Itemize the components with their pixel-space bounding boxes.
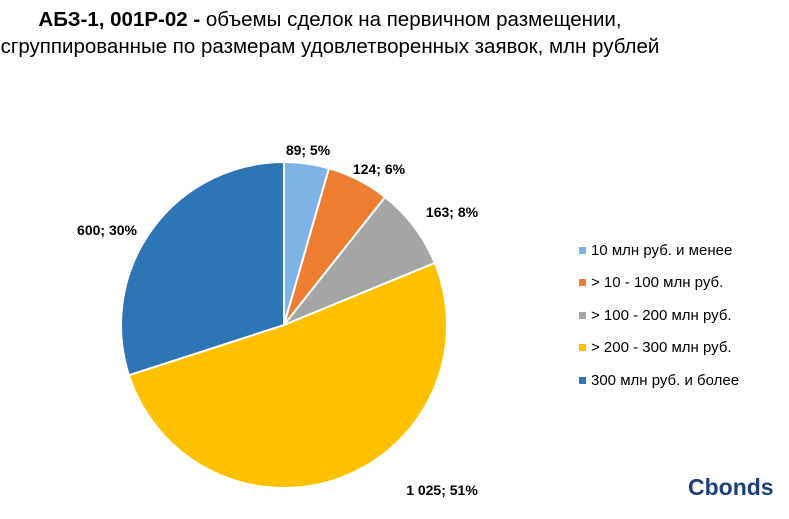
- legend-item: 10 млн руб. и менее: [579, 234, 739, 267]
- data-label: 163; 8%: [426, 204, 479, 220]
- pie-slice: [120, 160, 285, 377]
- legend-item: 300 млн руб. и более: [579, 364, 739, 397]
- legend-label: > 200 - 300 млн руб.: [591, 339, 732, 357]
- chart-title-bold: АБЗ-1, 001P-02 -: [38, 8, 201, 31]
- data-label: 1 025; 51%: [406, 482, 478, 498]
- legend-label: 300 млн руб. и более: [591, 371, 740, 389]
- data-label: 600; 30%: [77, 222, 137, 238]
- legend-swatch: [579, 246, 586, 254]
- pie-slice: [127, 261, 449, 489]
- legend-label: > 100 - 200 млн руб.: [591, 306, 732, 324]
- legend-item: > 10 - 100 млн руб.: [579, 267, 739, 300]
- data-label: 89; 5%: [286, 142, 331, 158]
- data-label: 124; 6%: [353, 161, 406, 177]
- legend-swatch: [579, 376, 586, 384]
- legend-swatch: [579, 279, 586, 287]
- cbonds-logo: Cbonds: [688, 474, 774, 500]
- legend-label: > 10 - 100 млн руб.: [591, 274, 724, 292]
- chart-title: АБЗ-1, 001P-02 - объемы сделок на первич…: [0, 6, 660, 60]
- legend-item: > 200 - 300 млн руб.: [579, 332, 739, 365]
- legend-swatch: [579, 311, 586, 319]
- legend: 10 млн руб. и менее > 10 - 100 млн руб. …: [579, 234, 739, 397]
- legend-item: > 100 - 200 млн руб.: [579, 299, 739, 332]
- legend-label: 10 млн руб. и менее: [591, 241, 733, 259]
- chart-title-rest: объемы сделок на первичном размещении, с…: [0, 8, 660, 58]
- legend-swatch: [579, 344, 586, 352]
